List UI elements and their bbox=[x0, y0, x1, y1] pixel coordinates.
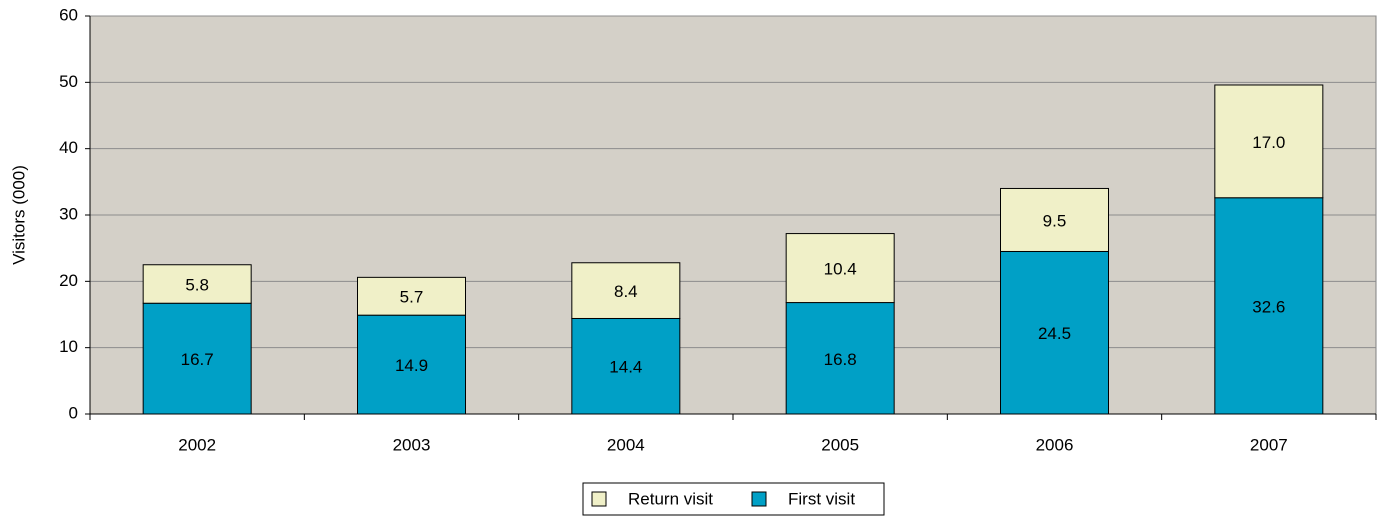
legend-label: First visit bbox=[788, 489, 855, 508]
x-tick-label: 2004 bbox=[607, 435, 645, 454]
data-label: 14.9 bbox=[395, 356, 428, 375]
legend-label: Return visit bbox=[628, 489, 713, 508]
y-tick-label: 60 bbox=[59, 5, 78, 24]
data-label: 10.4 bbox=[824, 260, 857, 279]
data-label: 9.5 bbox=[1043, 211, 1067, 230]
bar-segment bbox=[142, 264, 252, 304]
y-tick-label: 40 bbox=[59, 138, 78, 157]
legend-box bbox=[582, 482, 885, 516]
bar-segment bbox=[785, 302, 895, 415]
y-tick-label: 0 bbox=[69, 403, 78, 422]
data-label: 16.7 bbox=[181, 350, 214, 369]
data-label: 17.0 bbox=[1252, 133, 1285, 152]
bar-segment bbox=[571, 317, 681, 415]
bar-segment bbox=[571, 262, 681, 319]
y-axis-label: Visitors (000) bbox=[9, 165, 28, 265]
y-tick-label: 50 bbox=[59, 72, 78, 91]
data-label: 24.5 bbox=[1038, 324, 1071, 343]
bar-segment bbox=[357, 314, 466, 415]
bar-segment bbox=[785, 233, 895, 304]
legend-swatch bbox=[591, 491, 607, 507]
bar-segment bbox=[1000, 187, 1109, 252]
x-tick-label: 2006 bbox=[1036, 435, 1074, 454]
x-tick-label: 2005 bbox=[821, 435, 859, 454]
y-tick-label: 10 bbox=[59, 337, 78, 356]
x-tick-label: 2007 bbox=[1250, 435, 1288, 454]
data-label: 14.4 bbox=[609, 358, 642, 377]
bar-segment bbox=[357, 276, 466, 316]
y-tick-label: 20 bbox=[59, 271, 78, 290]
data-label: 5.7 bbox=[400, 288, 424, 307]
data-label: 8.4 bbox=[614, 282, 638, 301]
x-tick-label: 2002 bbox=[178, 435, 216, 454]
legend-swatch bbox=[751, 491, 767, 507]
y-tick-label: 30 bbox=[59, 204, 78, 223]
data-label: 5.8 bbox=[185, 275, 209, 294]
data-label: 16.8 bbox=[824, 350, 857, 369]
bar-segment bbox=[1000, 250, 1109, 415]
bar-segment bbox=[142, 302, 252, 415]
x-tick-label: 2003 bbox=[393, 435, 431, 454]
bar-segment bbox=[1214, 84, 1324, 199]
data-label: 32.6 bbox=[1252, 297, 1285, 316]
